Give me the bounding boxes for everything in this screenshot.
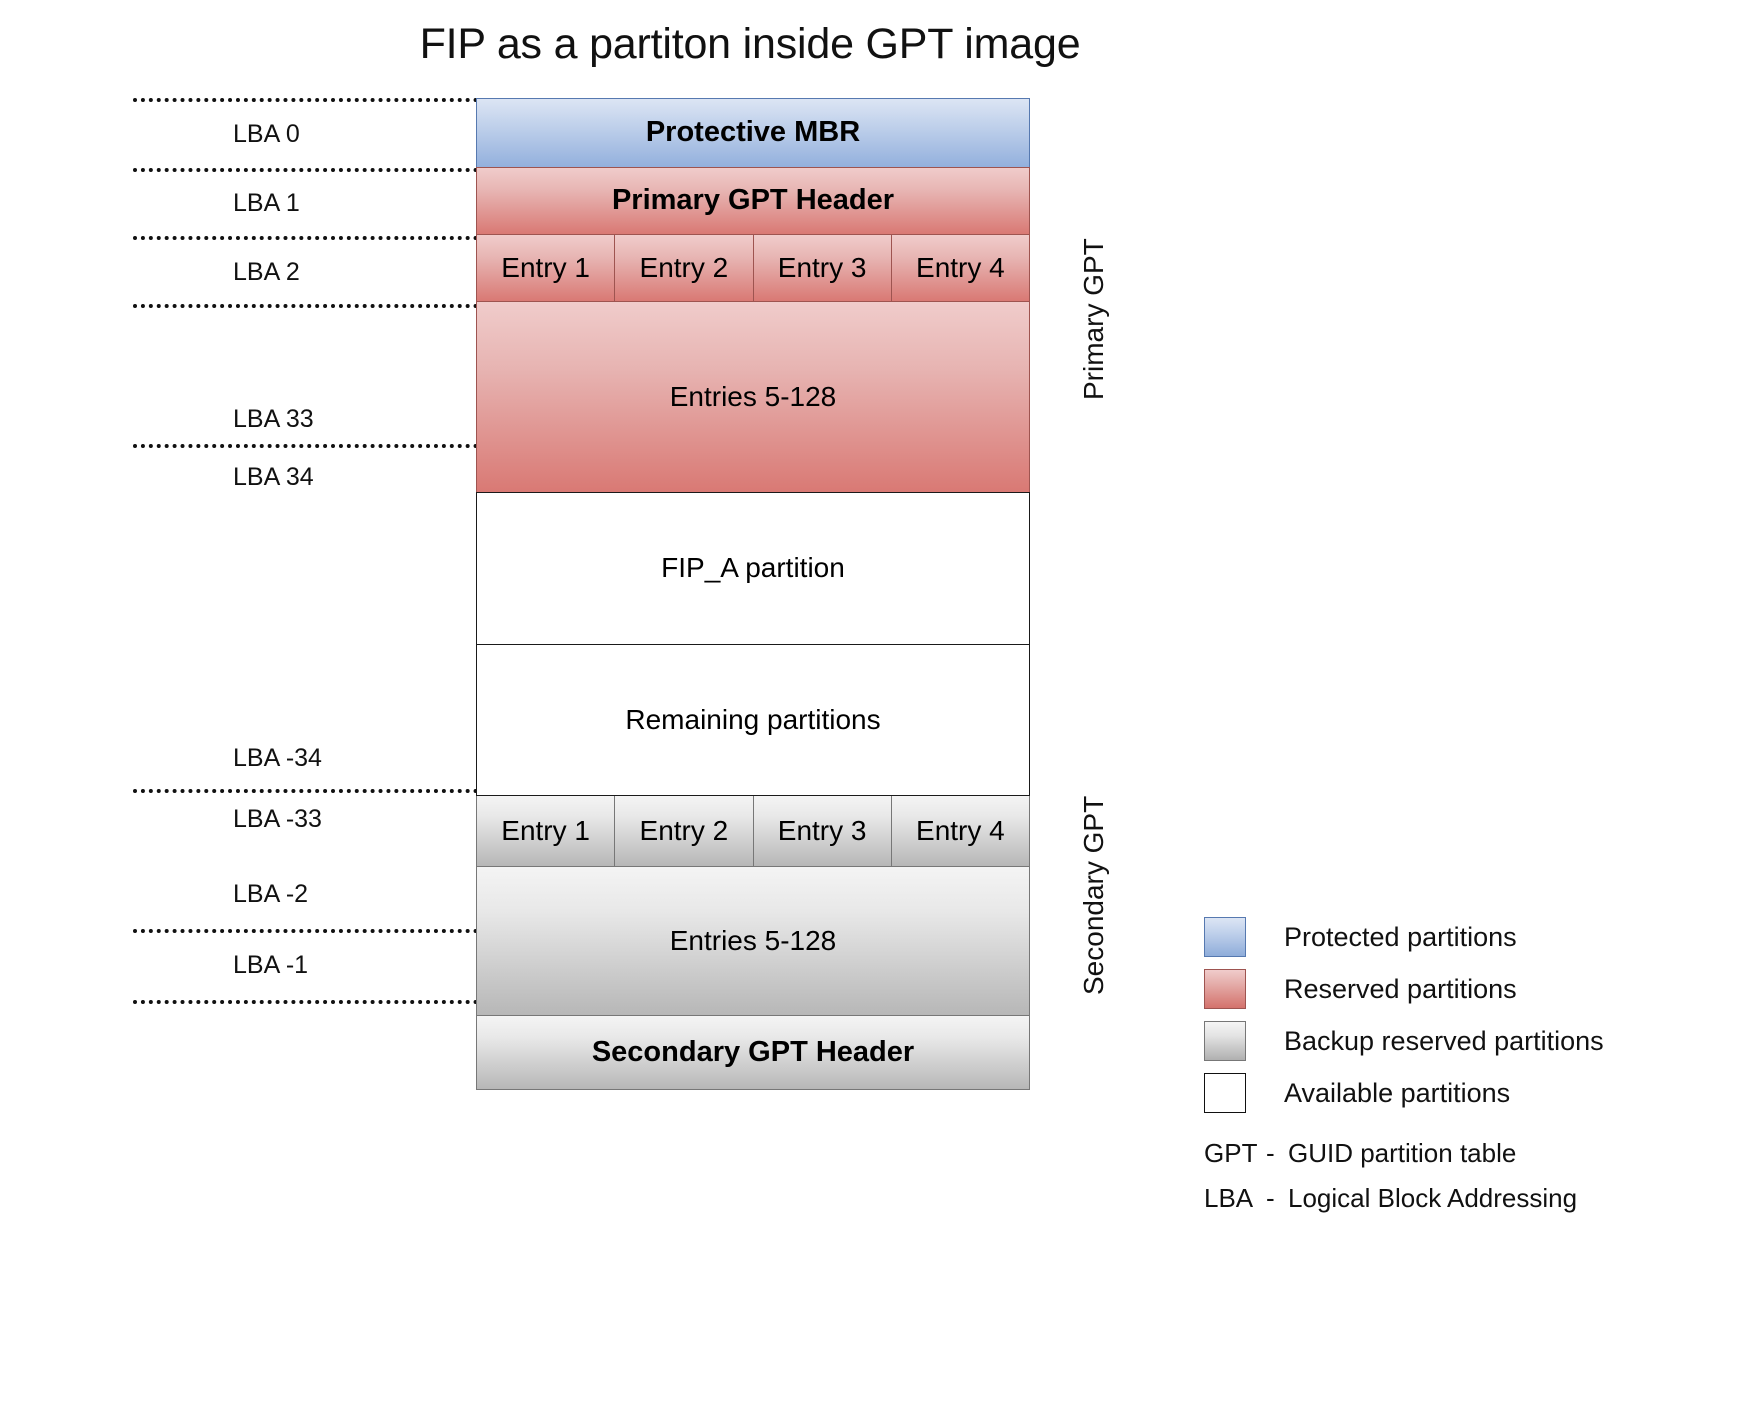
lba-label: LBA 33 xyxy=(233,405,314,433)
primary-gpt-bracket-label: Primary GPT xyxy=(1078,238,1109,400)
gpt-entry-cell: Entry 1 xyxy=(477,796,616,866)
gpt-block: Remaining partitions xyxy=(476,644,1030,796)
dotted-guide-line xyxy=(133,789,478,793)
gpt-block-label: Remaining partitions xyxy=(625,703,881,735)
dotted-guide-line xyxy=(133,98,478,102)
lba-label: LBA -33 xyxy=(233,805,322,833)
abbreviation-notes: GPT - GUID partition table LBA - Logical Bloc… xyxy=(1204,1138,1577,1228)
lba-label: LBA 2 xyxy=(233,258,300,286)
gpt-entry-cell: Entry 3 xyxy=(753,796,892,866)
gpt-entry-cell: Entry 4 xyxy=(891,796,1029,866)
abbreviation-key: LBA xyxy=(1204,1183,1254,1213)
lba-label: LBA -34 xyxy=(233,744,322,772)
legend-swatch-red-icon xyxy=(1204,969,1246,1009)
lba-label: LBA 1 xyxy=(233,189,300,217)
legend-item: Backup reserved partitions xyxy=(1204,1016,1724,1066)
legend-item-label: Available partitions xyxy=(1284,1077,1511,1108)
gpt-block-label: FIP_A partition xyxy=(661,552,845,584)
gpt-block-label: Secondary GPT Header xyxy=(591,1035,915,1068)
gpt-entry-row: Entry 1 Entry 2 Entry 3 Entry 4 xyxy=(476,795,1030,867)
gpt-entry-cell: Entry 3 xyxy=(753,235,892,301)
dotted-guide-line xyxy=(133,236,478,240)
gpt-block-label: Protective MBR xyxy=(645,116,861,149)
gpt-block: Secondary GPT Header xyxy=(476,1015,1030,1090)
abbreviation-row: GPT - GUID partition table xyxy=(1204,1138,1577,1169)
gpt-entry-cell: Entry 4 xyxy=(891,235,1029,301)
page-title: FIP as a partiton inside GPT image xyxy=(419,20,1081,68)
lba-label: LBA -1 xyxy=(233,951,309,979)
gpt-block-label: Entries 5-128 xyxy=(669,924,837,956)
lba-label: LBA 0 xyxy=(233,120,300,148)
lba-label: LBA 34 xyxy=(233,463,314,491)
abbreviation-value: Logical Block Addressing xyxy=(1288,1183,1578,1213)
abbreviation-row: LBA - Logical Block Addressing xyxy=(1204,1183,1577,1214)
legend-item-label: Protected partitions xyxy=(1284,921,1517,952)
lba-label: LBA -2 xyxy=(233,880,309,908)
dotted-guide-line xyxy=(133,1000,478,1004)
legend-swatch-white-icon xyxy=(1204,1073,1246,1113)
gpt-entry-row: Entry 1 Entry 2 Entry 3 Entry 4 xyxy=(476,234,1030,302)
legend: Protected partitions Reserved partitions B… xyxy=(1204,912,1724,1120)
dotted-guide-line xyxy=(133,168,478,172)
gpt-block: Protective MBR xyxy=(476,98,1030,168)
legend-item: Reserved partitions xyxy=(1204,964,1724,1014)
gpt-block: FIP_A partition xyxy=(476,492,1030,645)
secondary-gpt-bracket-label: Secondary GPT xyxy=(1078,795,1109,995)
dotted-guide-line xyxy=(133,929,478,933)
abbreviation-separator: - xyxy=(1266,1138,1275,1168)
legend-swatch-blue-icon xyxy=(1204,917,1246,957)
gpt-entry-cell: Entry 1 xyxy=(477,235,616,301)
legend-item-label: Backup reserved partitions xyxy=(1284,1025,1604,1056)
dotted-guide-line xyxy=(133,444,478,448)
gpt-block: Entries 5-128 xyxy=(476,866,1030,1016)
abbreviation-separator: - xyxy=(1266,1183,1275,1213)
gpt-block: Entries 5-128 xyxy=(476,301,1030,493)
abbreviation-value: GUID partition table xyxy=(1288,1138,1517,1168)
gpt-block-label: Primary GPT Header xyxy=(611,184,895,217)
dotted-guide-line xyxy=(133,304,478,308)
gpt-block: Primary GPT Header xyxy=(476,167,1030,235)
legend-swatch-gray-icon xyxy=(1204,1021,1246,1061)
legend-item: Available partitions xyxy=(1204,1068,1724,1118)
legend-item-label: Reserved partitions xyxy=(1284,973,1517,1004)
abbreviation-key: GPT xyxy=(1204,1138,1258,1168)
gpt-entry-cell: Entry 2 xyxy=(615,796,754,866)
gpt-block-label: Entries 5-128 xyxy=(669,380,837,412)
gpt-entry-cell: Entry 2 xyxy=(615,235,754,301)
legend-item: Protected partitions xyxy=(1204,912,1724,962)
